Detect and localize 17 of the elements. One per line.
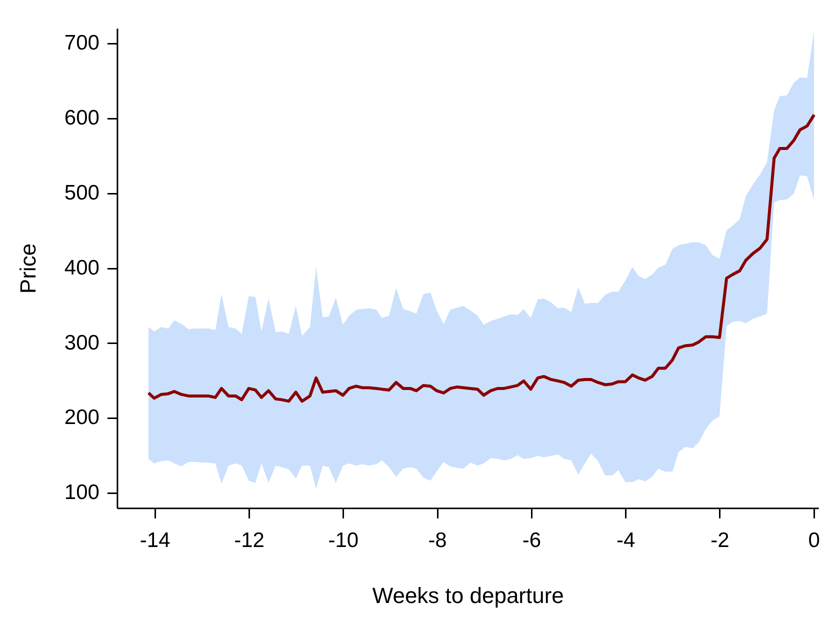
x-tick-label: -2 [710, 528, 730, 552]
y-tick-label: 400 [64, 256, 100, 280]
y-tick-label: 500 [64, 181, 100, 204]
x-tick-label: 0 [808, 528, 820, 552]
x-tick-label: -6 [522, 528, 542, 552]
x-tick-label: -12 [234, 528, 264, 552]
x-axis-title: Weeks to departure [372, 582, 564, 608]
y-tick-label: 100 [64, 481, 100, 504]
x-tick-label: -8 [428, 528, 447, 552]
y-tick-label: 600 [64, 106, 100, 130]
y-tick-label: 300 [64, 331, 100, 354]
y-tick-label: 200 [64, 406, 100, 430]
y-axis-title: Price [15, 243, 40, 294]
x-tick-label: -4 [616, 528, 636, 552]
y-tick-label: 700 [64, 31, 100, 54]
x-tick-label: -10 [328, 528, 359, 552]
x-tick-label: -14 [140, 528, 171, 552]
